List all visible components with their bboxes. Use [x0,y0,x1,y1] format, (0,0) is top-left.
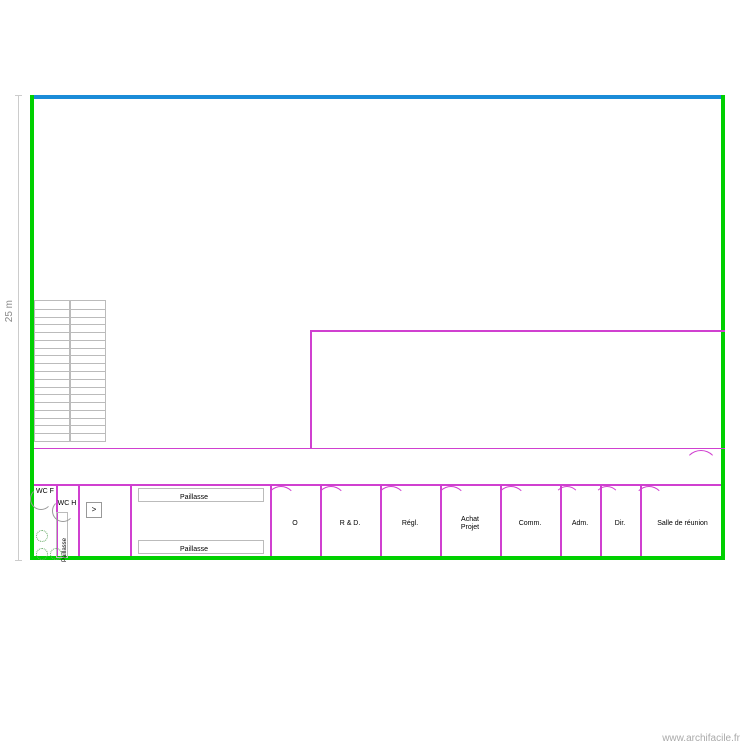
plant-0 [36,530,48,542]
door-arc-5 [554,486,580,512]
room-label-comm: Comm. [500,520,560,528]
door-arc-7 [634,486,664,516]
dim-tick-top [15,95,22,96]
wc-fixture-0 [30,488,52,510]
partition-kitch [130,484,132,556]
staircase [34,300,106,442]
door-arc-2 [376,486,406,516]
door-arc-3 [436,486,466,516]
room-label-achat: AchatProjet [440,516,500,531]
mid-box-top [310,330,725,332]
room-label-regl: Régl. [380,520,440,528]
plant-2 [50,548,62,560]
room-label-dir: Dir. [600,520,640,528]
door-arc-4 [496,486,526,516]
interior-label-1: Paillasse [180,546,208,554]
wall-bottom [30,556,725,560]
dim-tick-bot [15,560,22,561]
room-label-rd: R & D. [320,520,380,528]
plant-1 [36,548,48,560]
wall-right [721,95,725,560]
corridor-line [34,448,725,449]
mid-box-left [310,330,312,448]
room-label-adm: Adm. [560,520,600,528]
door-arc-6 [594,486,620,512]
partition-wc2 [78,484,80,556]
interior-label-0: Paillasse [180,494,208,502]
wall-top-blue [30,95,725,99]
dim-line-left [18,95,19,560]
room-label-salle: Salle de réunion [640,520,725,528]
room-label-o: O [270,520,320,528]
door-arc-1 [316,486,346,516]
door-arc-8 [684,450,718,484]
door-arc-0 [266,486,296,516]
floorplan-canvas: 25 m WC FWC HOR & D.Régl.AchatProjetComm… [0,0,750,750]
interior-label-2: Paillasse [62,538,69,562]
kitchen-appliance: > [86,502,102,518]
wc-fixture-1 [52,500,74,522]
band-top [34,484,721,486]
watermark: www.archifacile.fr [662,733,740,744]
height-label: 25 m [4,300,15,322]
